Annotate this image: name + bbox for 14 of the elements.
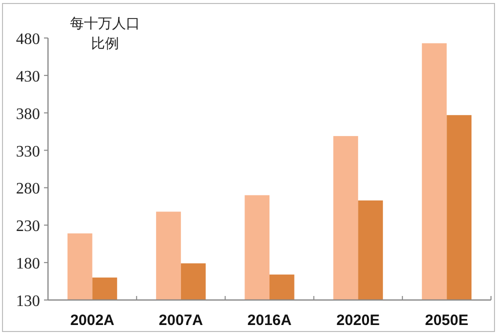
x-tick-label: 2002A (70, 312, 115, 329)
x-tick-label: 2007A (158, 312, 204, 329)
y-tick-label: 130 (16, 293, 40, 310)
x-tick-label: 2016A (247, 312, 292, 329)
y-tick-label: 180 (16, 256, 40, 273)
y-tick-label: 430 (16, 68, 40, 86)
y-tick-label: 330 (16, 143, 40, 160)
y-tick-label: 280 (16, 180, 40, 198)
y-tick-label: 480 (16, 31, 40, 48)
x-tick-label: 2050E (425, 312, 468, 329)
x-tick-label: 2020E (336, 312, 380, 329)
y-axis-title: 每十万人口比例 (69, 15, 141, 54)
y-tick-label: 230 (16, 218, 40, 236)
y-tick-label: 380 (16, 106, 40, 123)
